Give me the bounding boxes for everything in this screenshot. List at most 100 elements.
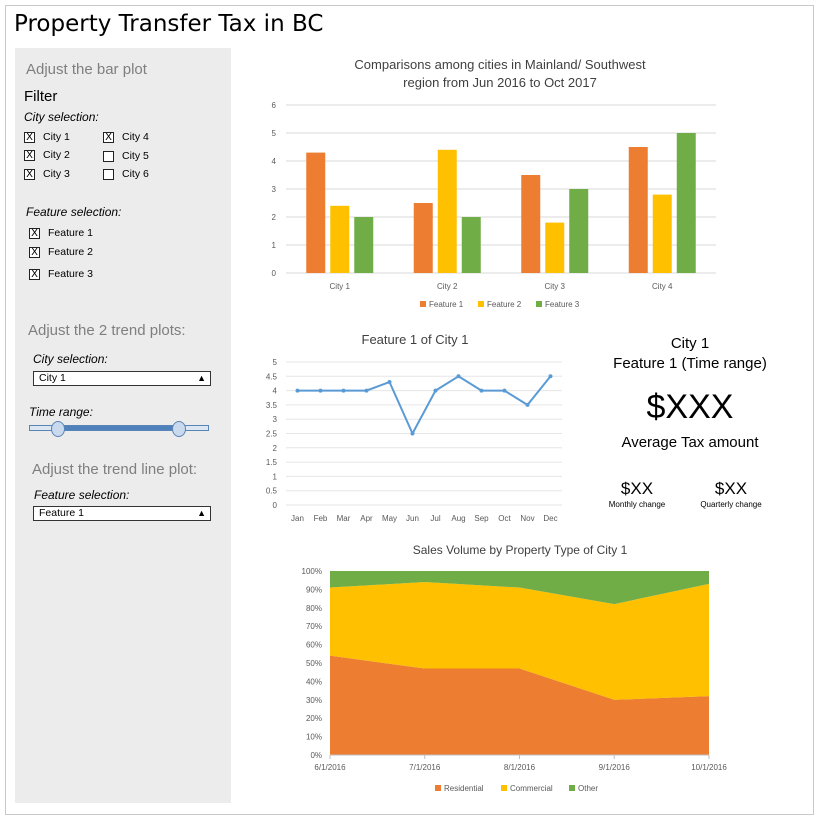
bar-chart-title-line1: Comparisons among cities in Mainland/ So… bbox=[354, 57, 646, 72]
y-tick-label: 30% bbox=[306, 696, 322, 705]
checkbox-box: X bbox=[29, 227, 40, 239]
quarterly-change-value: $XX bbox=[714, 479, 748, 498]
y-tick-label: 60% bbox=[306, 641, 322, 650]
window-frame bbox=[5, 5, 814, 815]
time-range-slider-fill bbox=[58, 426, 179, 430]
x-tick-label: Nov bbox=[520, 514, 534, 523]
legend-label: Feature 3 bbox=[545, 300, 580, 309]
trend-point-jul bbox=[433, 388, 438, 393]
legend-swatch bbox=[435, 785, 441, 791]
bar-city-3-feature-1 bbox=[521, 175, 541, 273]
y-tick-label: 6 bbox=[272, 101, 277, 110]
y-tick-label: 50% bbox=[306, 659, 322, 668]
time-range-start-handle[interactable] bbox=[51, 421, 65, 437]
y-tick-label: 2.5 bbox=[266, 430, 278, 439]
trendline-feature-select[interactable]: Feature 1 ▲ bbox=[33, 506, 211, 521]
checkbox-box: X bbox=[103, 131, 114, 143]
checkbox-box: X bbox=[29, 268, 40, 280]
trend-point-may bbox=[387, 380, 392, 385]
checkbox-label: Feature 1 bbox=[48, 227, 93, 239]
time-range-label: Time range: bbox=[29, 405, 93, 419]
y-tick-label: 90% bbox=[306, 585, 322, 594]
monthly-change-value: $XX bbox=[620, 479, 654, 498]
x-tick-label: Feb bbox=[314, 514, 328, 523]
triangle-up-icon: ▲ bbox=[197, 373, 206, 383]
bar-city-4-feature-3 bbox=[676, 133, 696, 273]
y-tick-label: 2 bbox=[273, 444, 278, 453]
y-tick-label: 3 bbox=[272, 185, 277, 194]
x-tick-label: 6/1/2016 bbox=[314, 763, 346, 772]
feature-selection-label: Feature selection: bbox=[26, 205, 122, 219]
checkbox-label: City 4 bbox=[122, 131, 149, 143]
city-selection-label: City selection: bbox=[24, 110, 99, 124]
y-tick-label: 1 bbox=[272, 241, 277, 250]
x-tick-label: Sep bbox=[474, 514, 489, 523]
x-tick-label: City 4 bbox=[652, 282, 673, 291]
city-2-checkbox[interactable]: X City 2 bbox=[24, 149, 70, 161]
legend-label: Residential bbox=[444, 784, 484, 793]
legend-label: Feature 2 bbox=[487, 300, 522, 309]
x-tick-label: May bbox=[382, 514, 397, 523]
checkbox-label: Feature 3 bbox=[48, 268, 93, 280]
y-tick-label: 20% bbox=[306, 714, 322, 723]
y-tick-label: 5 bbox=[272, 129, 277, 138]
feature-1-checkbox[interactable]: X Feature 1 bbox=[29, 227, 93, 239]
trend-city-select[interactable]: City 1 ▲ bbox=[33, 371, 211, 386]
page-title: Property Transfer Tax in BC bbox=[14, 11, 324, 37]
checkbox-box: X bbox=[24, 149, 35, 161]
x-tick-label: 8/1/2016 bbox=[504, 763, 536, 772]
triangle-up-icon: ▲ bbox=[197, 508, 206, 518]
trend-point-jan bbox=[295, 388, 300, 393]
checkbox-box: X bbox=[24, 168, 35, 180]
city-3-checkbox[interactable]: X City 3 bbox=[24, 168, 70, 180]
bar-city-3-feature-2 bbox=[545, 222, 565, 273]
y-tick-label: 0 bbox=[272, 269, 277, 278]
y-tick-label: 1.5 bbox=[266, 458, 278, 467]
checkbox-label: City 5 bbox=[122, 150, 149, 162]
trend-point-aug bbox=[456, 374, 461, 379]
x-tick-label: 9/1/2016 bbox=[599, 763, 631, 772]
filter-title: Filter bbox=[24, 88, 58, 105]
y-tick-label: 0 bbox=[273, 501, 278, 510]
feature-2-checkbox[interactable]: X Feature 2 bbox=[29, 246, 93, 258]
trend-section-title: Adjust the 2 trend plots: bbox=[28, 322, 186, 339]
trend-point-apr bbox=[364, 388, 369, 393]
checkbox-label: City 2 bbox=[43, 149, 70, 161]
bar-city-4-feature-2 bbox=[652, 194, 672, 273]
bar-chart: 0 1 2 3 4 5 6 City 1 City 2 City 3 City 4 Feature 1… bbox=[272, 101, 716, 309]
bar-city-1-feature-3 bbox=[354, 217, 374, 273]
trend-point-nov bbox=[525, 402, 530, 407]
legend-swatch bbox=[536, 301, 542, 307]
feature-3-checkbox[interactable]: X Feature 3 bbox=[29, 268, 93, 280]
time-range-end-handle[interactable] bbox=[172, 421, 186, 437]
bar-city-1-feature-1 bbox=[306, 152, 326, 273]
kpi-feature: Feature 1 (Time range) bbox=[613, 355, 767, 372]
city-5-checkbox[interactable]: City 5 bbox=[103, 150, 149, 162]
y-tick-label: 70% bbox=[306, 622, 322, 631]
x-tick-label: Aug bbox=[451, 514, 465, 523]
checkbox-box: X bbox=[24, 131, 35, 143]
y-tick-label: 2 bbox=[272, 213, 277, 222]
legend-label: Other bbox=[578, 784, 598, 793]
y-tick-label: 5 bbox=[273, 358, 278, 367]
x-tick-label: Jul bbox=[430, 514, 440, 523]
bar-section-title: Adjust the bar plot bbox=[26, 61, 147, 78]
checkbox-box bbox=[103, 150, 114, 162]
x-tick-label: Oct bbox=[498, 514, 511, 523]
checkbox-label: City 1 bbox=[43, 131, 70, 143]
y-tick-label: 40% bbox=[306, 677, 322, 686]
city-6-checkbox[interactable]: City 6 bbox=[103, 168, 149, 180]
x-tick-label: City 2 bbox=[437, 282, 458, 291]
select-value: City 1 bbox=[39, 372, 66, 384]
x-tick-label: City 1 bbox=[330, 282, 351, 291]
bar-city-4-feature-1 bbox=[628, 147, 648, 273]
checkbox-label: Feature 2 bbox=[48, 246, 93, 258]
area-commercial bbox=[330, 582, 709, 700]
city-1-checkbox[interactable]: X City 1 bbox=[24, 131, 70, 143]
y-tick-label: 80% bbox=[306, 604, 322, 613]
legend-swatch bbox=[501, 785, 507, 791]
legend-swatch bbox=[478, 301, 484, 307]
x-tick-label: Jan bbox=[291, 514, 304, 523]
city-4-checkbox[interactable]: X City 4 bbox=[103, 131, 149, 143]
x-tick-label: City 3 bbox=[545, 282, 566, 291]
